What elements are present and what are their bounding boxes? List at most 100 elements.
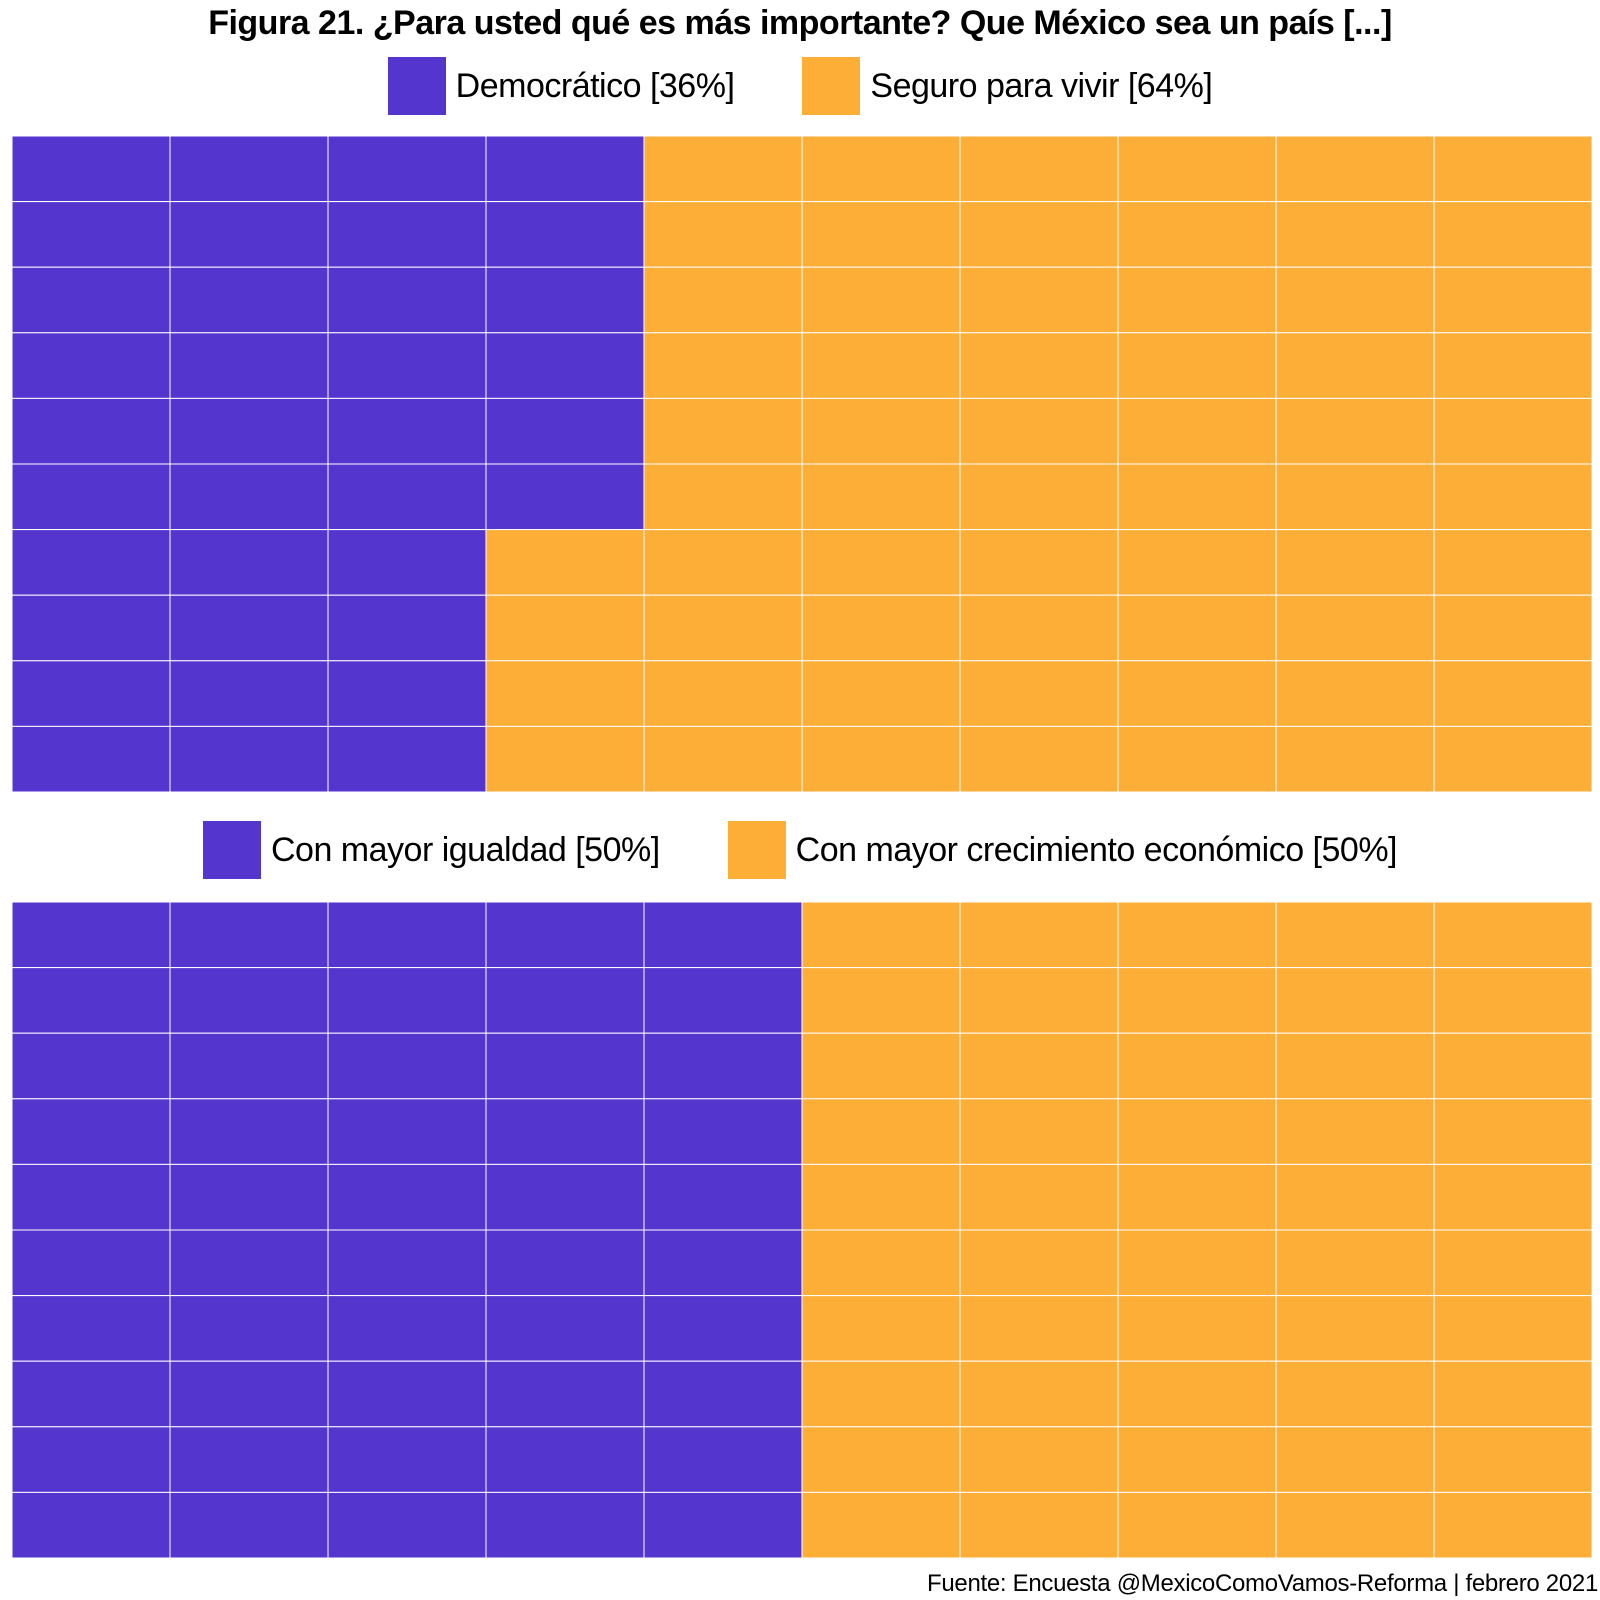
waffle-cell-1-second bbox=[1117, 463, 1277, 531]
waffle-cell-1-first bbox=[327, 201, 487, 268]
waffle-cell-1-first bbox=[169, 201, 329, 268]
waffle-cell-2-second bbox=[1275, 1360, 1435, 1428]
waffle-cell-2-second bbox=[801, 902, 961, 969]
waffle-cell-1-second bbox=[1275, 529, 1435, 596]
waffle-cell-2-first bbox=[12, 967, 171, 1034]
waffle-cell-2-second bbox=[801, 1426, 961, 1493]
waffle-cell-1-first bbox=[485, 397, 645, 465]
waffle-cell-2-first bbox=[327, 902, 487, 969]
waffle-cell-2-second bbox=[959, 1229, 1119, 1297]
waffle-cell-1-first bbox=[12, 397, 171, 465]
waffle-cell-1-second bbox=[1433, 136, 1592, 203]
waffle-cell-1-first bbox=[327, 529, 487, 596]
waffle-cell-1-first bbox=[169, 332, 329, 399]
waffle-cell-1-second bbox=[1117, 660, 1277, 727]
waffle-cell-1-first bbox=[327, 397, 487, 465]
waffle-cell-1-first bbox=[169, 725, 329, 792]
waffle-cell-1-second bbox=[643, 266, 803, 334]
waffle-cell-2-first bbox=[169, 1295, 329, 1362]
waffle-cell-2-first bbox=[327, 1295, 487, 1362]
legend-key-democratico bbox=[387, 57, 446, 115]
waffle-cell-1-first bbox=[169, 397, 329, 465]
waffle-cell-1-second bbox=[1117, 397, 1277, 465]
waffle-cell-2-second bbox=[801, 1163, 961, 1231]
waffle-cell-2-first bbox=[12, 1163, 171, 1231]
legend-label-democratico: Democrático [36%] bbox=[455, 66, 735, 105]
waffle-cell-2-first bbox=[643, 1295, 803, 1362]
waffle-cell-1-second bbox=[1433, 266, 1592, 334]
waffle-cell-1-second bbox=[1117, 529, 1277, 596]
waffle-cell-2-second bbox=[1117, 902, 1277, 969]
waffle-cell-1-second bbox=[1275, 201, 1435, 268]
waffle-cell-2-second bbox=[801, 1229, 961, 1297]
waffle-cell-2-second bbox=[959, 1295, 1119, 1362]
waffle-cell-2-second bbox=[1275, 1032, 1435, 1100]
waffle-chart-1 bbox=[12, 136, 1592, 792]
waffle-cell-1-second bbox=[1117, 725, 1277, 792]
waffle-cell-1-second bbox=[801, 201, 961, 268]
waffle-cell-1-first bbox=[12, 725, 171, 792]
waffle-cell-2-second bbox=[1433, 1295, 1592, 1362]
waffle-cell-2-first bbox=[327, 967, 487, 1034]
waffle-cell-2-first bbox=[485, 1426, 645, 1493]
waffle-cell-1-first bbox=[169, 136, 329, 203]
waffle-cell-2-second bbox=[801, 1360, 961, 1428]
waffle-cell-1-first bbox=[485, 463, 645, 531]
waffle-cell-1-second bbox=[1275, 594, 1435, 662]
waffle-cell-1-second bbox=[1433, 463, 1592, 531]
waffle-cell-2-second bbox=[1117, 1426, 1277, 1493]
waffle-cell-1-second bbox=[1275, 332, 1435, 399]
waffle-cell-1-second bbox=[801, 266, 961, 334]
waffle-cell-1-first bbox=[327, 660, 487, 727]
waffle-cell-1-second bbox=[643, 725, 803, 792]
waffle-cell-1-second bbox=[485, 725, 645, 792]
waffle-cell-2-second bbox=[1433, 1426, 1592, 1493]
waffle-cell-1-first bbox=[327, 594, 487, 662]
waffle-cell-1-first bbox=[327, 332, 487, 399]
waffle-cell-2-second bbox=[1275, 1295, 1435, 1362]
waffle-cell-2-second bbox=[1117, 967, 1277, 1034]
waffle-cell-2-first bbox=[169, 1360, 329, 1428]
waffle-cell-1-second bbox=[643, 594, 803, 662]
waffle-cell-2-second bbox=[959, 1032, 1119, 1100]
waffle-cell-1-second bbox=[643, 332, 803, 399]
waffle-cell-2-first bbox=[485, 1360, 645, 1428]
waffle-cell-1-first bbox=[12, 463, 171, 531]
waffle-cell-1-second bbox=[801, 136, 961, 203]
waffle-cell-2-first bbox=[485, 902, 645, 969]
waffle-cell-2-second bbox=[959, 1426, 1119, 1493]
waffle-cell-2-first bbox=[12, 1295, 171, 1362]
waffle-cell-1-first bbox=[327, 725, 487, 792]
waffle-cell-1-first bbox=[485, 201, 645, 268]
waffle-cell-2-second bbox=[1117, 1295, 1277, 1362]
waffle-cell-1-second bbox=[1275, 136, 1435, 203]
waffle-cell-1-second bbox=[643, 463, 803, 531]
waffle-cell-2-second bbox=[801, 1098, 961, 1165]
waffle-cell-1-first bbox=[169, 463, 329, 531]
waffle-cell-2-first bbox=[327, 1360, 487, 1428]
waffle-cell-2-first bbox=[327, 1032, 487, 1100]
waffle-cell-2-second bbox=[959, 967, 1119, 1034]
waffle-cell-2-first bbox=[12, 1098, 171, 1165]
legend-key-seguro bbox=[802, 57, 861, 115]
waffle-cell-1-first bbox=[12, 660, 171, 727]
waffle-cell-2-first bbox=[12, 902, 171, 969]
waffle-cell-2-second bbox=[959, 1491, 1119, 1558]
waffle-chart-2 bbox=[12, 902, 1592, 1558]
waffle-cell-1-first bbox=[485, 266, 645, 334]
legend-key-crecimiento bbox=[727, 821, 786, 879]
waffle-cell-1-second bbox=[1275, 266, 1435, 334]
legend-label-crecimiento: Con mayor crecimiento económico [50%] bbox=[795, 830, 1398, 869]
waffle-cell-2-second bbox=[1275, 1426, 1435, 1493]
waffle-cell-2-first bbox=[643, 1163, 803, 1231]
waffle-cell-1-first bbox=[12, 201, 171, 268]
waffle-cell-2-first bbox=[12, 1426, 171, 1493]
waffle-cell-2-first bbox=[12, 1229, 171, 1297]
waffle-cell-1-second bbox=[1433, 725, 1592, 792]
waffle-cell-1-second bbox=[959, 725, 1119, 792]
waffle-cell-2-second bbox=[1275, 1229, 1435, 1297]
legend-label-seguro: Seguro para vivir [64%] bbox=[870, 66, 1213, 105]
waffle-cell-2-second bbox=[801, 1032, 961, 1100]
waffle-cell-2-first bbox=[485, 967, 645, 1034]
waffle-cell-2-first bbox=[643, 1098, 803, 1165]
